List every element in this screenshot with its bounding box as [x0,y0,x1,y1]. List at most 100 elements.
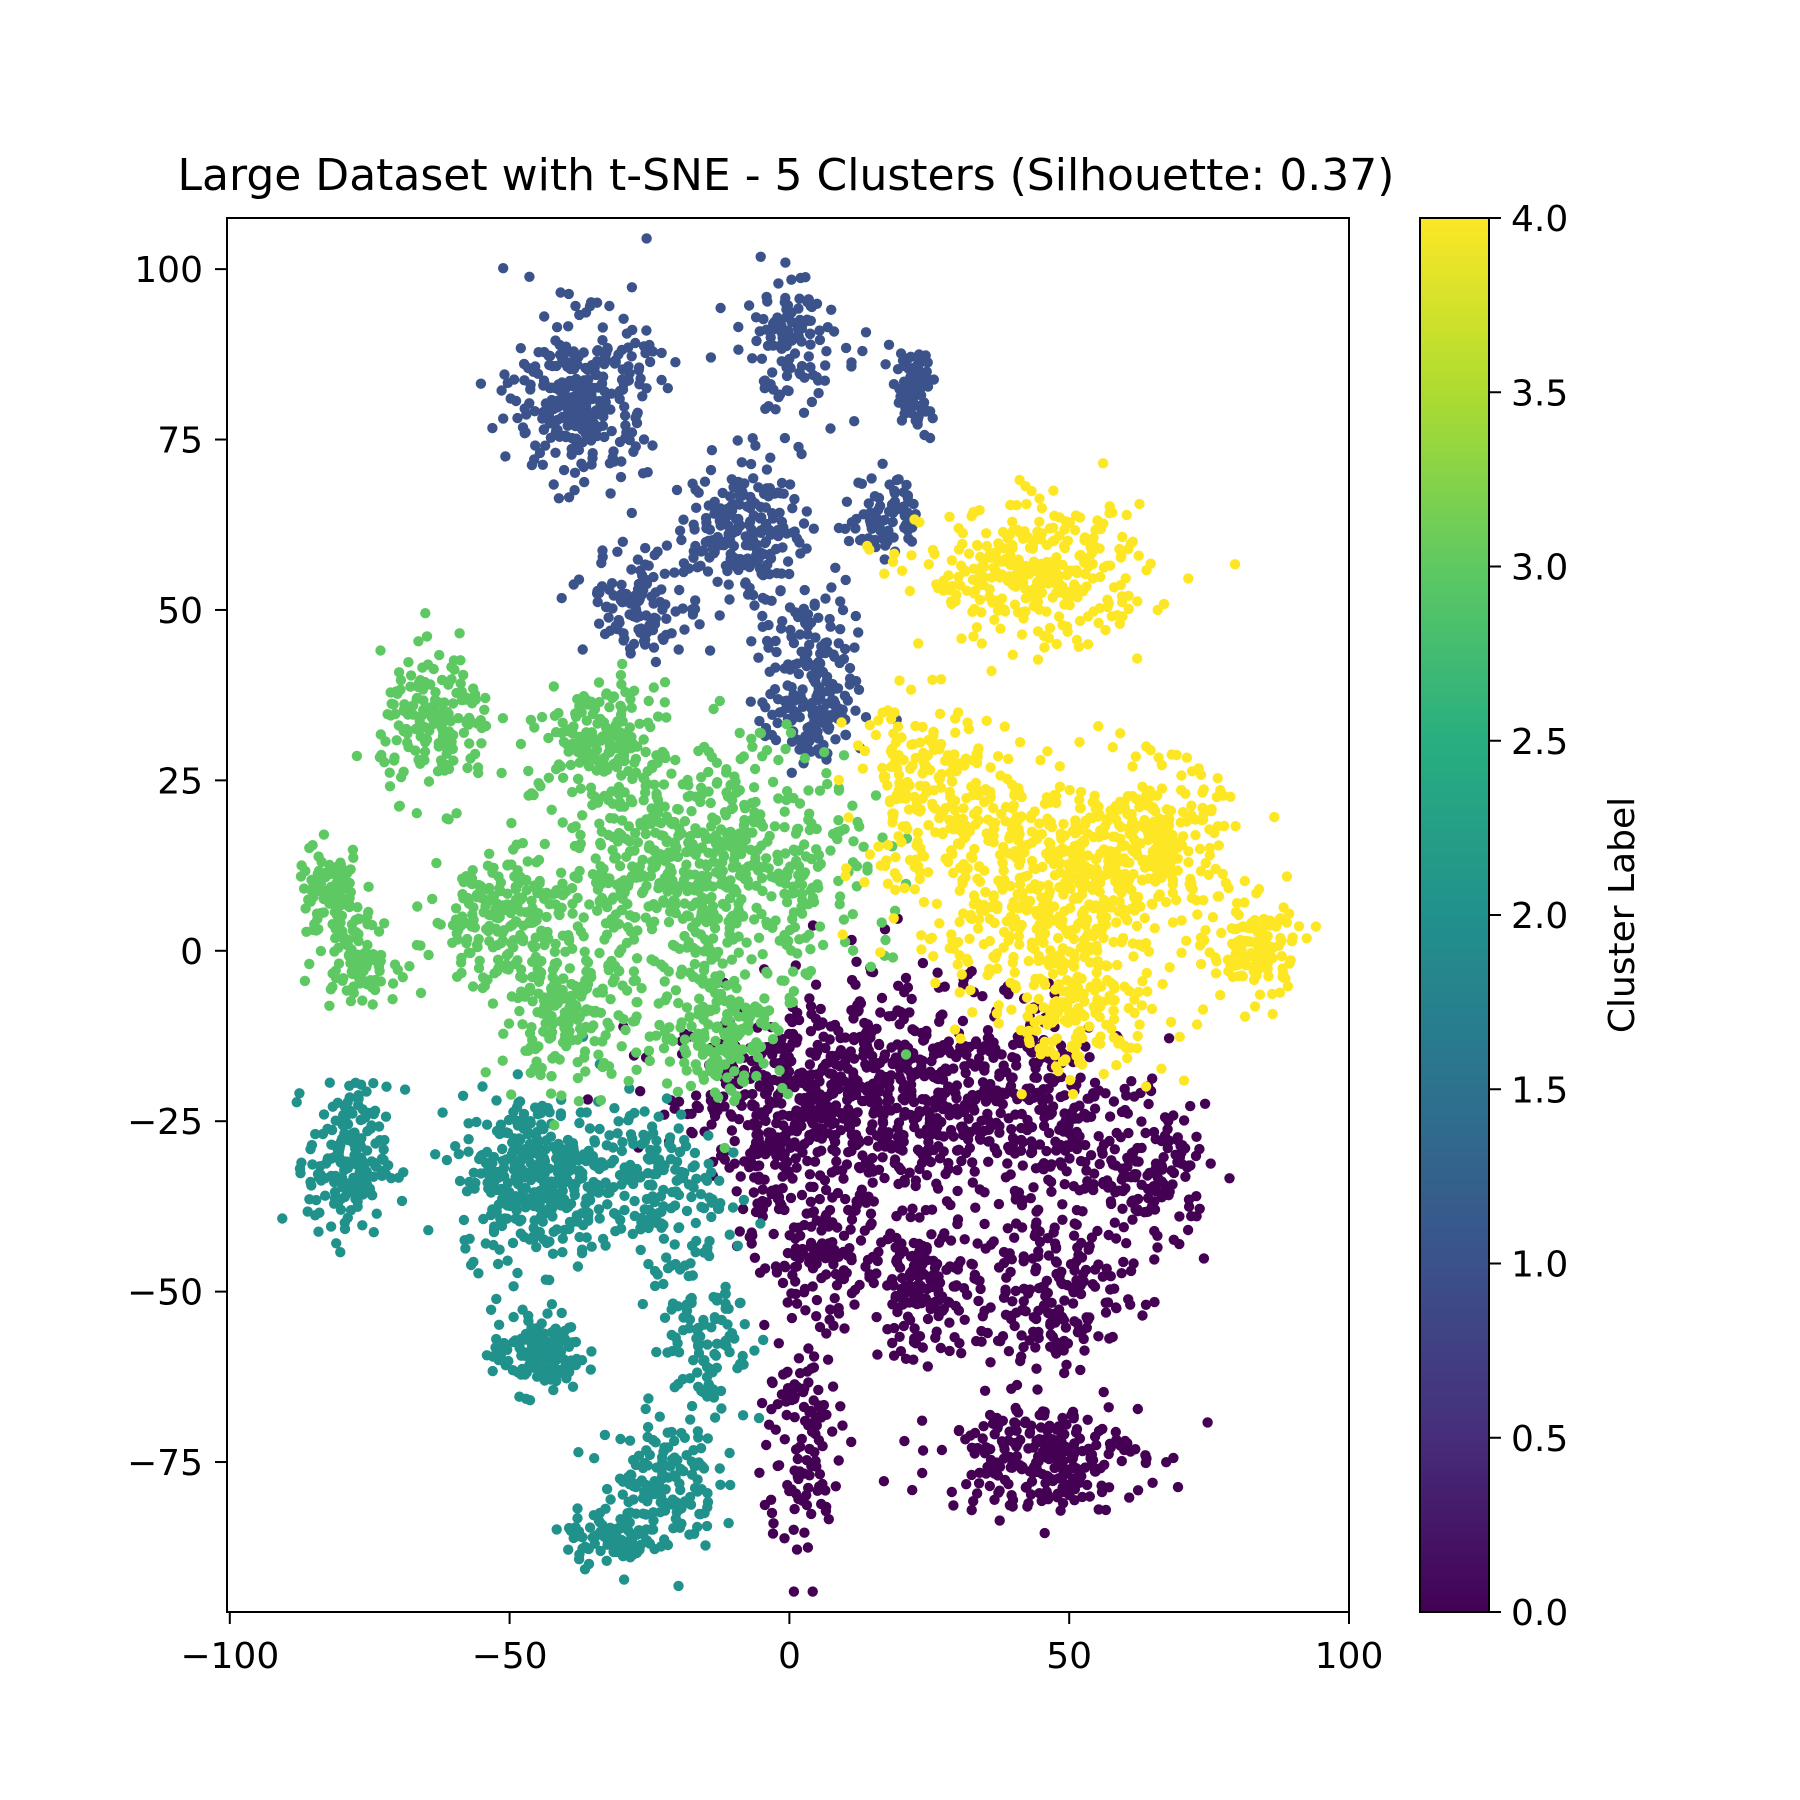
scatter-point [600,1178,611,1189]
scatter-point [619,410,631,421]
scatter-point [591,369,602,380]
scatter-point [788,1524,799,1536]
scatter-point [700,1540,711,1551]
scatter-point [874,500,886,512]
scatter-point [776,356,787,367]
scatter-point [985,1302,996,1313]
scatter-point [1030,1220,1041,1232]
scatter-point [1182,1224,1194,1236]
scatter-point [804,993,815,1004]
scatter-point [1156,1135,1167,1147]
scatter-point [574,1117,585,1129]
scatter-point [835,1125,847,1136]
scatter-point [399,1084,411,1095]
scatter-point [738,1194,750,1206]
scatter-point [812,375,824,386]
scatter-point [482,1168,493,1179]
scatter-point [868,1108,879,1119]
scatter-point [635,1172,646,1183]
scatter-point [381,1081,392,1092]
scatter-point [581,1193,592,1204]
scatter-point [668,1523,679,1534]
scatter-point [357,1220,368,1231]
scatter-point [659,1442,670,1453]
scatter-point [827,1144,838,1155]
scatter-point [1049,1345,1061,1356]
scatter-point [927,413,938,424]
scatter-point [965,1058,976,1069]
scatter-point [1032,1087,1044,1099]
scatter-point [808,523,819,534]
scatter-point [760,594,771,605]
scatter-point [629,1210,640,1222]
scatter-point [706,1211,717,1223]
scatter-point [405,670,417,681]
scatter-point [739,1319,750,1330]
scatter-point [637,391,648,402]
scatter-point [810,1105,821,1116]
scatter-point [867,1119,878,1130]
scatter-point [1046,1186,1057,1198]
scatter-point [867,513,878,525]
scatter-point [894,383,905,395]
scatter-point [703,1130,714,1141]
scatter-point [631,1163,643,1175]
scatter-point [514,1195,525,1206]
scatter-point [617,1551,629,1562]
scatter-point [1066,1453,1077,1465]
scatter-point [930,1296,941,1308]
scatter-point [563,492,575,503]
scatter-point [846,357,857,368]
scatter-point [536,1358,547,1369]
scatter-point [773,317,784,328]
scatter-point [619,401,630,412]
scatter-point [820,1058,832,1070]
scatter-point [692,1521,703,1533]
scatter-point [919,429,930,441]
scatter-point [385,687,396,698]
scatter-point [430,698,441,710]
scatter-point [788,1123,799,1135]
scatter-point [756,1397,768,1409]
scatter-point [674,584,685,596]
scatter-point [673,1347,685,1358]
scatter-point [933,1073,944,1085]
scatter-point [460,1243,471,1254]
scatter-point [1010,1455,1021,1467]
scatter-point [565,1355,577,1366]
scatter-point [454,1175,466,1187]
scatter-point [347,1158,358,1169]
scatter-point [612,546,623,557]
scatter-point [487,422,498,434]
scatter-point [794,293,805,304]
scatter-point [640,1403,651,1415]
scatter-point [616,374,628,385]
scatter-point [475,378,487,389]
scatter-point [977,1433,988,1444]
scatter-point [980,1243,991,1254]
scatter-point [906,377,917,389]
scatter-point [998,1060,1009,1071]
scatter-point [559,1224,570,1236]
scatter-point [765,332,776,343]
scatter-point [745,458,757,470]
scatter-point [1039,1527,1050,1539]
scatter-point [1080,1139,1091,1151]
scatter-point [678,566,689,578]
scatter-point [826,711,838,722]
scatter-point [491,1333,502,1345]
scatter-point [805,1196,817,1208]
scatter-point [807,697,818,708]
scatter-point [898,487,909,498]
scatter-point [827,1426,838,1437]
scatter-point [740,540,752,551]
scatter-point [608,446,619,457]
scatter-point [1143,1098,1154,1110]
scatter-point [1025,1489,1037,1500]
scatter-point [1057,1199,1068,1210]
scatter-point [897,1205,908,1216]
scatter-point [310,1128,321,1140]
scatter-point [1031,1363,1042,1374]
cluster-1-points [475,233,939,778]
scatter-point [674,1146,686,1158]
